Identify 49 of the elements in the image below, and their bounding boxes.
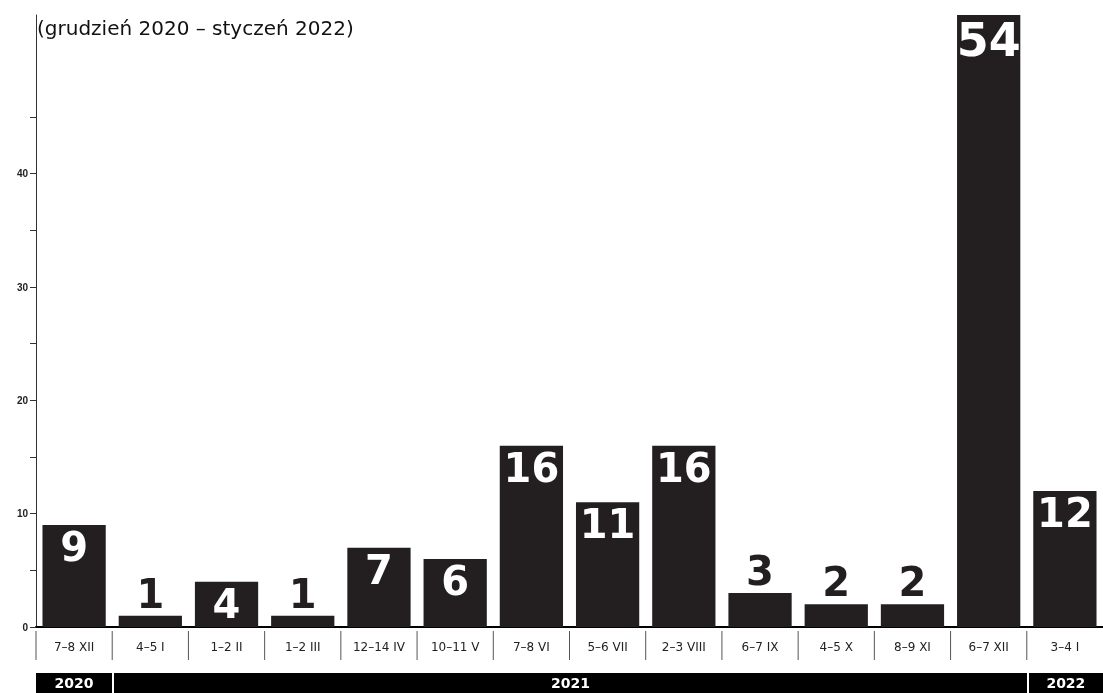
data-label: 2 <box>898 559 927 606</box>
x-tick-label: 1–2 II <box>210 640 243 654</box>
y-tick-label: 30 <box>16 281 29 293</box>
data-label: 9 <box>60 524 89 570</box>
x-tick-label: 8–9 XI <box>894 640 931 654</box>
data-label: 6 <box>441 558 470 604</box>
bar <box>804 604 868 627</box>
x-tick-label: 12–14 IV <box>352 640 406 654</box>
bar <box>499 445 564 627</box>
x-tick-label: 3–4 I <box>1050 640 1080 654</box>
bar <box>1033 491 1097 627</box>
x-tick-label: 6–7 IX <box>741 640 779 654</box>
bar <box>42 525 106 627</box>
data-label: 7 <box>365 546 393 593</box>
x-tick-label: 7–8 VI <box>512 640 550 654</box>
x-tick-label: 1–2 III <box>284 640 321 654</box>
x-tick-label: 4–5 I <box>136 640 165 654</box>
bar <box>728 593 792 627</box>
y-tick-label: 20 <box>16 394 29 406</box>
data-label: 3 <box>746 548 774 594</box>
data-label: 11 <box>579 501 636 548</box>
bar <box>575 502 640 627</box>
data-label: 2 <box>822 559 851 606</box>
data-label: 16 <box>655 444 712 491</box>
chart-subtitle: (grudzień 2020 – styczeń 2022) <box>37 16 354 40</box>
bar <box>652 445 716 627</box>
text: 2022 <box>1028 673 1103 693</box>
data-label: 54 <box>956 13 1021 67</box>
x-tick-label: 2–3 VIII <box>661 640 706 654</box>
bar <box>118 615 182 627</box>
bar <box>271 615 335 627</box>
data-label: 12 <box>1037 490 1093 536</box>
y-tick-label: 10 <box>16 508 29 520</box>
data-label: 4 <box>212 580 241 627</box>
x-tick-label: 10–11 V <box>430 640 481 654</box>
y-tick-label: 0 <box>22 621 29 633</box>
x-tick-label: 6–7 XII <box>968 640 1009 654</box>
data-label: 1 <box>136 570 165 617</box>
bar <box>347 547 411 627</box>
data-label: 16 <box>503 444 560 491</box>
y-tick-label: 40 <box>16 168 29 180</box>
x-tick-label: 7–8 XII <box>53 640 95 654</box>
text: 2021 <box>114 673 1027 693</box>
x-tick-label: 4–5 X <box>819 640 853 654</box>
x-tick-label: 5–6 VII <box>587 640 628 654</box>
data-label: 1 <box>288 570 317 617</box>
text: 2020 <box>36 673 113 693</box>
bar <box>957 15 1021 627</box>
bar <box>880 604 945 627</box>
